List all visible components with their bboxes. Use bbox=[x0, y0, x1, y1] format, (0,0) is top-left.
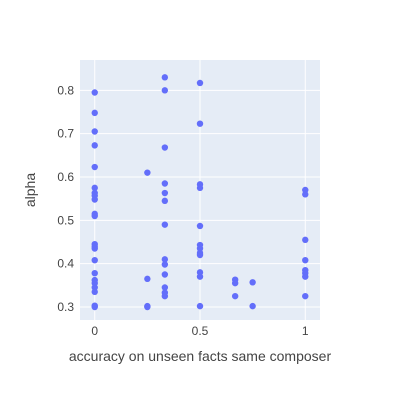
y-tick-label: 0.8 bbox=[57, 83, 74, 97]
scatter-point[interactable] bbox=[91, 257, 98, 264]
scatter-point[interactable] bbox=[91, 163, 98, 171]
scatter-point[interactable] bbox=[91, 270, 98, 277]
x-tick-label: 1 bbox=[302, 324, 309, 338]
x-tick-label: 0.5 bbox=[192, 324, 209, 338]
scatter-point[interactable] bbox=[161, 180, 169, 187]
scatter-point[interactable] bbox=[161, 284, 169, 291]
scatter-point[interactable] bbox=[196, 302, 204, 310]
scatter-point[interactable] bbox=[196, 273, 204, 280]
scatter-points bbox=[91, 74, 309, 311]
y-tick-label: 0.3 bbox=[57, 300, 74, 314]
y-tick-label: 0.4 bbox=[57, 257, 74, 271]
scatter-point[interactable] bbox=[161, 261, 169, 268]
scatter-point[interactable] bbox=[196, 184, 204, 192]
scatter-point[interactable] bbox=[302, 273, 309, 280]
scatter-point[interactable] bbox=[196, 120, 204, 127]
scatter-point[interactable] bbox=[91, 109, 98, 117]
scatter-point[interactable] bbox=[196, 251, 204, 259]
grid-lines bbox=[80, 60, 320, 320]
scatter-point[interactable] bbox=[161, 221, 169, 228]
x-axis-ticks: 0 0.5 1 bbox=[91, 324, 309, 338]
scatter-point[interactable] bbox=[302, 191, 309, 198]
scatter-point[interactable] bbox=[249, 279, 256, 286]
scatter-point[interactable] bbox=[144, 303, 151, 311]
x-axis-title: accuracy on unseen facts same composer bbox=[69, 348, 332, 364]
scatter-point[interactable] bbox=[91, 288, 98, 296]
scatter-point[interactable] bbox=[302, 292, 309, 300]
scatter-point[interactable] bbox=[161, 189, 169, 197]
scatter-point[interactable] bbox=[161, 256, 169, 263]
scatter-point[interactable] bbox=[91, 142, 98, 149]
x-tick-label: 0 bbox=[91, 324, 98, 338]
y-tick-label: 0.5 bbox=[57, 213, 74, 227]
scatter-point[interactable] bbox=[196, 79, 204, 87]
scatter-point[interactable] bbox=[231, 292, 239, 300]
scatter-point[interactable] bbox=[161, 197, 169, 205]
scatter-point[interactable] bbox=[161, 144, 169, 151]
scatter-point[interactable] bbox=[249, 302, 256, 310]
scatter-point[interactable] bbox=[161, 292, 169, 300]
y-axis-ticks: 0.3 0.4 0.5 0.6 0.7 0.8 bbox=[57, 83, 74, 314]
scatter-point[interactable] bbox=[161, 87, 169, 94]
scatter-point[interactable] bbox=[196, 222, 204, 230]
scatter-point[interactable] bbox=[91, 212, 98, 220]
scatter-point[interactable] bbox=[161, 271, 169, 278]
scatter-point[interactable] bbox=[91, 196, 98, 203]
scatter-point[interactable] bbox=[302, 257, 309, 264]
y-tick-label: 0.7 bbox=[57, 127, 74, 141]
scatter-point[interactable] bbox=[144, 275, 151, 283]
scatter-point[interactable] bbox=[144, 169, 151, 176]
scatter-point[interactable] bbox=[231, 279, 239, 287]
scatter-point[interactable] bbox=[91, 245, 98, 252]
scatter-point[interactable] bbox=[161, 74, 169, 81]
scatter-point[interactable] bbox=[91, 89, 98, 96]
scatter-point[interactable] bbox=[91, 303, 98, 311]
y-axis-title: alpha bbox=[22, 173, 38, 207]
scatter-point[interactable] bbox=[302, 236, 309, 244]
scatter-point[interactable] bbox=[91, 184, 98, 192]
scatter-point[interactable] bbox=[91, 128, 98, 135]
y-tick-label: 0.6 bbox=[57, 170, 74, 184]
